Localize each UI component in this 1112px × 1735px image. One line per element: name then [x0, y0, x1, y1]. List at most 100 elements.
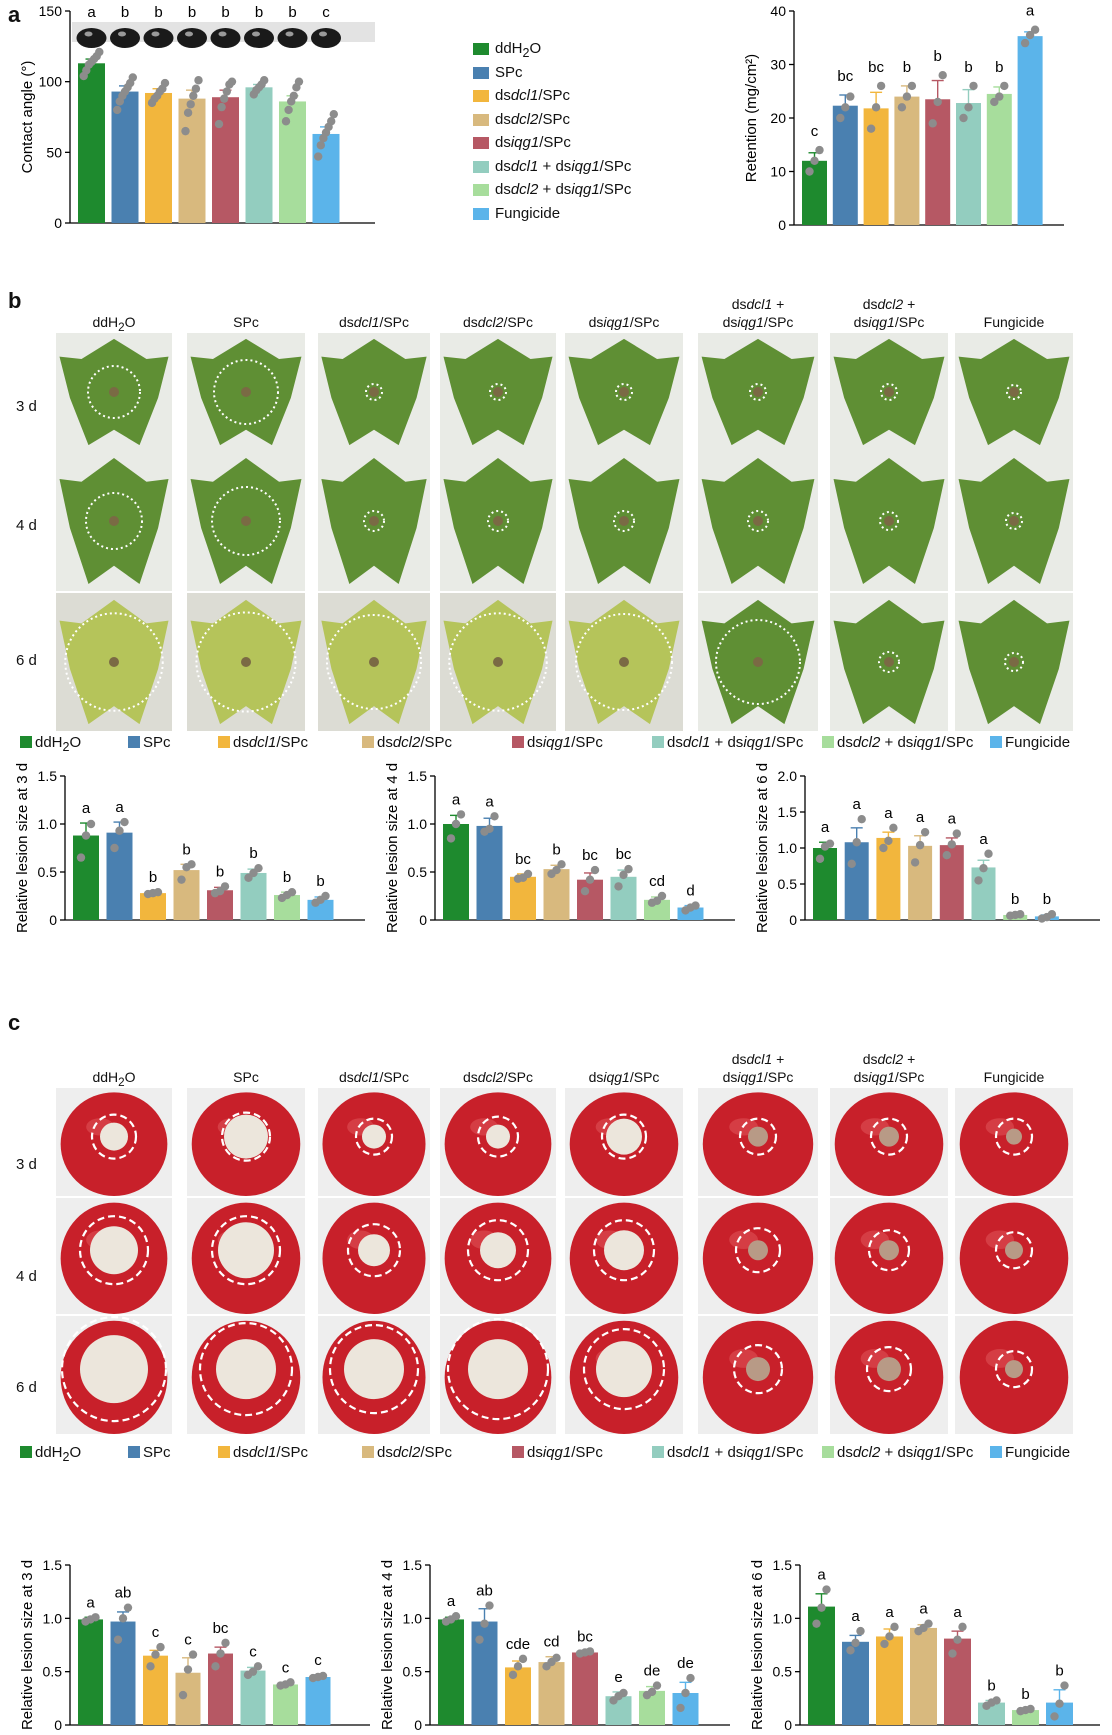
panel-label-b: b [8, 288, 22, 313]
data-point [183, 1665, 193, 1674]
leaf-image [318, 451, 430, 591]
leaf-image [440, 333, 556, 451]
legend-item: Fungicide [990, 1444, 1070, 1461]
data-point [1047, 910, 1057, 919]
tomato-image [318, 1088, 430, 1196]
tomato-image [187, 1198, 305, 1314]
leaf-image [955, 593, 1073, 731]
data-point [552, 865, 561, 875]
bar [986, 93, 1012, 225]
data-point [822, 1585, 831, 1594]
significance-letter: bc [515, 851, 531, 868]
column-header: dsdcl2 + dsiqg1/SPc [853, 296, 925, 330]
significance-letter: b [1021, 1686, 1029, 1703]
tomato-image [187, 1316, 305, 1434]
y-tick-label: 30 [770, 57, 786, 73]
leaf-photo [56, 593, 172, 731]
data-point [907, 81, 917, 91]
legend-swatch [218, 1446, 230, 1458]
data-point [920, 827, 930, 837]
significance-letter: d [686, 883, 694, 900]
tomato-photo [187, 1088, 305, 1196]
tomato-image [565, 1198, 683, 1314]
bar [312, 133, 340, 223]
bar [476, 825, 503, 920]
leaf-lesion-4d-chart: 0 0.5 1.0 1.5 Relative lesion size at 4 d a a b… [385, 763, 735, 933]
bar [240, 872, 267, 920]
significance-letter: b [1055, 1663, 1063, 1680]
column-header: Fungicide [983, 1069, 1045, 1085]
legend-label: dsdcl1 + dsiqg1/SPc [495, 157, 632, 175]
significance-letter: b [154, 4, 162, 21]
y-tick-label: 1.5 [403, 1557, 423, 1573]
legend-label: dsdcl2 + dsiqg1/SPc [837, 734, 974, 751]
leaf-image [56, 451, 172, 591]
y-tick-label: 0 [784, 1717, 792, 1733]
significance-letter: a [853, 796, 862, 813]
significance-letter: c [811, 123, 819, 140]
legend-swatch [473, 184, 489, 197]
data-point [992, 1696, 1001, 1705]
leaf-image [56, 593, 172, 731]
bar [876, 1636, 903, 1725]
y-tick-label: 100 [39, 74, 63, 90]
data-point [1030, 25, 1040, 34]
significance-letter: a [821, 819, 830, 836]
y-tick-label: 0.5 [43, 1664, 63, 1680]
legend-label: dsdcl2/SPc [377, 1444, 453, 1461]
droplet [177, 28, 207, 48]
tomato-image [318, 1198, 430, 1314]
data-point [81, 831, 91, 840]
legend-label: dsdcl1/SPc [233, 734, 309, 751]
tomato-lesion-4d-chart: 0 0.5 1.0 1.5 Relative lesion size at 4 d a ab… [380, 1557, 730, 1733]
leaf-photo [955, 333, 1073, 451]
column-header: dsdcl1 + dsiqg1/SPc [722, 296, 794, 330]
droplet-highlight [218, 31, 227, 37]
data-point [181, 126, 190, 136]
data-point [220, 94, 229, 103]
legend-label: dsdcl1/SPc [233, 1444, 309, 1461]
data-point [857, 815, 866, 824]
column-header: SPc [233, 314, 259, 330]
data-point [974, 876, 983, 885]
tomato-image [830, 1316, 948, 1434]
leaf-image [698, 333, 818, 451]
column-header: dsdcl1/SPc [338, 1069, 410, 1085]
data-point [248, 1667, 258, 1676]
data-point [847, 859, 856, 869]
tomato-image [318, 1316, 430, 1434]
data-point [686, 1673, 695, 1683]
significance-letter: b [903, 59, 911, 76]
legend-label: dsdcl2 + dsiqg1/SPc [837, 1444, 974, 1461]
legend-swatch [20, 1446, 32, 1458]
significance-letter: cde [506, 1636, 530, 1653]
y-tick-label: 0.5 [408, 864, 428, 880]
data-point [327, 117, 336, 126]
significance-letter: ab [476, 1583, 493, 1600]
droplet [244, 28, 274, 48]
data-point [220, 882, 230, 891]
legend-swatch [512, 1446, 524, 1458]
significance-letter: b [552, 841, 560, 858]
tomato-image [955, 1088, 1073, 1196]
y-tick-label: 20 [770, 110, 786, 126]
data-point [924, 1619, 933, 1628]
significance-letter: b [1043, 891, 1051, 908]
significance-letter: b [288, 4, 296, 21]
significance-letter: c [282, 1659, 290, 1676]
bar [956, 103, 981, 225]
data-point [897, 103, 907, 112]
legend-item: dsdcl1 + dsiqg1/SPc [652, 1444, 803, 1461]
data-point [948, 1649, 957, 1658]
tomato-image [440, 1198, 556, 1314]
legend-swatch [473, 160, 489, 173]
y-axis-label: Retention (mg/cm²) [743, 54, 760, 182]
significance-letter: c [184, 1632, 192, 1649]
y-axis-label: Relative lesion size at 6 d [749, 1560, 766, 1730]
leaf-photo [440, 593, 556, 731]
data-point [189, 91, 198, 101]
data-point [959, 113, 968, 123]
data-point [211, 1662, 220, 1671]
tomato-lesion-6d-chart: 0 0.5 1.0 1.5 Relative lesion size at 6 d a a a… [749, 1557, 1100, 1733]
legend-item: ddH2O [20, 1444, 81, 1464]
